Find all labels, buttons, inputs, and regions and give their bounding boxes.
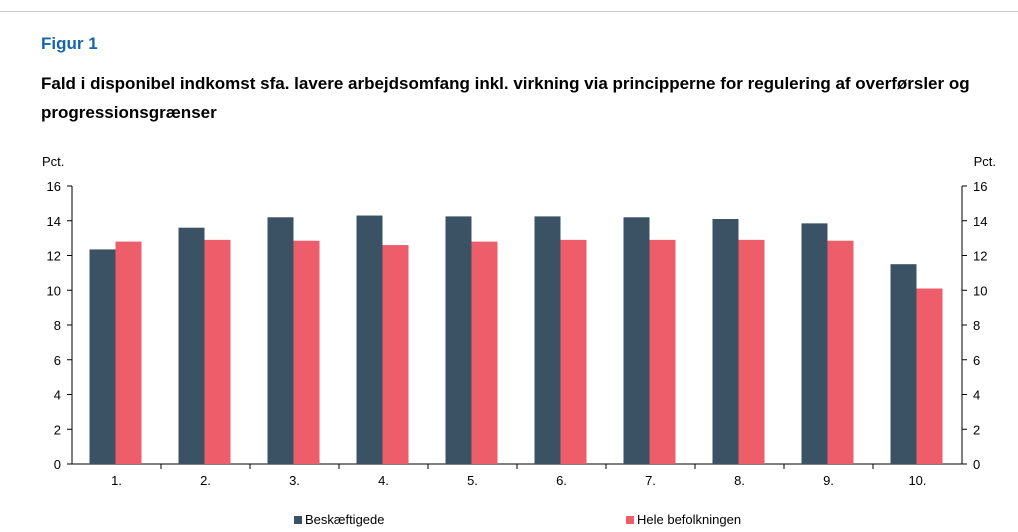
left-axis-unit: Pct. xyxy=(42,154,64,169)
legend: Beskæftigede Hele befolkningen xyxy=(0,512,1018,528)
bar-series-2 xyxy=(204,239,231,464)
bar-series-2 xyxy=(293,240,320,464)
right-tick-label: 14 xyxy=(973,214,987,229)
x-tick-label: 10. xyxy=(908,473,926,488)
legend-item-series-1: Beskæftigede xyxy=(294,512,385,527)
legend-label-series-1: Beskæftigede xyxy=(305,512,385,527)
bar-series-1 xyxy=(445,216,472,464)
x-tick-label: 3. xyxy=(289,473,300,488)
x-tick-label: 7. xyxy=(645,473,656,488)
legend-swatch-series-1 xyxy=(294,515,302,524)
x-tick-label: 4. xyxy=(378,473,389,488)
left-tick-label: 4 xyxy=(54,388,61,403)
bar-series-2 xyxy=(649,239,676,464)
tick-labels: 0 0 2 2 4 4 6 6 8 8 10 10 12 12 14 14 16 16 1. 2. 3. 4. 5. 6. 7.… xyxy=(47,179,988,488)
left-tick-label: 10 xyxy=(47,283,61,298)
legend-swatch-series-2 xyxy=(626,515,634,524)
bar-chart: Pct. Pct. 0 0 2 2 4 4 6 6 8 8 10 10 12 12 14 14 16 16 1. 2.… xyxy=(42,154,996,488)
x-tick-label: 2. xyxy=(200,473,211,488)
legend-item-series-2: Hele befolkningen xyxy=(626,512,741,527)
top-rule xyxy=(0,11,1018,12)
bar-series-1 xyxy=(267,217,294,464)
left-tick-label: 16 xyxy=(47,179,61,194)
right-tick-label: 8 xyxy=(973,318,980,333)
x-tick-label: 6. xyxy=(556,473,567,488)
bar-series-2 xyxy=(471,241,498,464)
bar-series-1 xyxy=(623,217,650,464)
bars xyxy=(89,215,943,464)
right-axis-unit: Pct. xyxy=(974,154,996,169)
x-tick-label: 8. xyxy=(734,473,745,488)
bar-series-1 xyxy=(712,219,739,464)
bar-series-2 xyxy=(560,239,587,464)
right-tick-label: 2 xyxy=(973,422,980,437)
right-tick-label: 16 xyxy=(973,179,987,194)
right-tick-label: 6 xyxy=(973,353,980,368)
figure-label: Figur 1 xyxy=(41,34,98,53)
bar-series-2 xyxy=(916,288,943,464)
bar-series-2 xyxy=(115,241,142,464)
bar-series-1 xyxy=(89,249,116,464)
left-tick-label: 6 xyxy=(54,353,61,368)
left-tick-label: 2 xyxy=(54,422,61,437)
x-tick-label: 9. xyxy=(823,473,834,488)
bar-series-1 xyxy=(356,215,383,464)
legend-label-series-2: Hele befolkningen xyxy=(637,512,742,527)
bar-series-2 xyxy=(738,239,765,464)
left-tick-label: 12 xyxy=(47,249,61,264)
bar-series-2 xyxy=(382,245,409,464)
bar-series-2 xyxy=(827,240,854,464)
bar-series-1 xyxy=(534,216,561,464)
x-tick-label: 1. xyxy=(111,473,122,488)
bar-series-1 xyxy=(178,227,205,464)
left-tick-label: 14 xyxy=(47,214,61,229)
right-tick-label: 10 xyxy=(973,283,987,298)
right-tick-label: 0 xyxy=(973,457,980,472)
right-tick-label: 4 xyxy=(973,388,980,403)
bar-series-1 xyxy=(801,223,828,464)
left-tick-label: 8 xyxy=(54,318,61,333)
right-tick-label: 12 xyxy=(973,249,987,264)
bar-series-1 xyxy=(890,264,917,464)
figure-title: Fald i disponibel indkomst sfa. lavere a… xyxy=(41,74,970,122)
left-tick-label: 0 xyxy=(54,457,61,472)
x-tick-label: 5. xyxy=(467,473,478,488)
